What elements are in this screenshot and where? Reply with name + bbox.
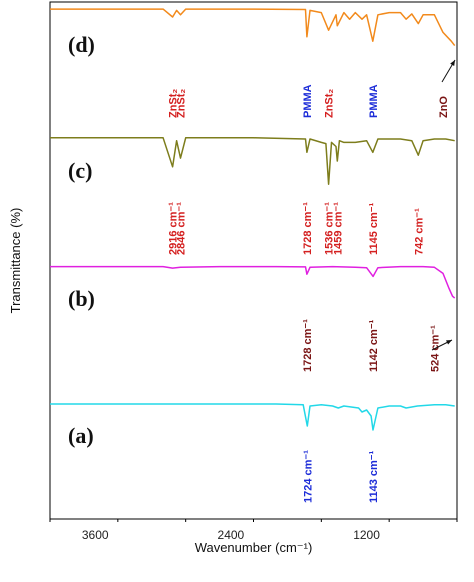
x-tick-label: 2400 [218, 528, 245, 542]
peak-annotation: ZnO [438, 96, 450, 118]
peak-annotation: ZnSt₂ [175, 89, 187, 118]
series-line-a [50, 403, 455, 431]
peak-annotation: 742 cm⁻¹ [413, 208, 425, 255]
peak-annotation: PMMA [368, 84, 380, 118]
peak-524-arrow-head [446, 340, 452, 345]
series-line-b [50, 265, 456, 299]
series-group [50, 8, 456, 431]
peak-annotation: 1728 cm⁻¹ [302, 319, 314, 372]
peak-annotation: 2846 cm⁻¹ [175, 202, 187, 255]
peak-annotation: 1728 cm⁻¹ [302, 202, 314, 255]
plot-frame [49, 1, 458, 520]
peak-annotation: 1142 cm⁻¹ [368, 319, 380, 372]
peak-annotation: 1536 cm⁻¹ [324, 202, 336, 255]
x-ticks: 3600 2400 1200 [49, 519, 458, 542]
series-line-d [50, 8, 456, 47]
peak-annotation: 1724 cm⁻¹ [302, 450, 314, 503]
panel-label: (c) [68, 158, 92, 183]
peak-annotation: PMMA [302, 84, 314, 118]
series-line-c [50, 137, 455, 185]
panel-label: (b) [68, 286, 95, 311]
peak-annotation: ZnSt₂ [324, 89, 336, 118]
peak-annotation: 1143 cm⁻¹ [368, 450, 380, 503]
x-tick-label: 1200 [353, 528, 380, 542]
panel-label: (a) [68, 423, 94, 448]
peak-annotation: 1145 cm⁻¹ [368, 202, 380, 255]
peak-annotation: ZnSt₂ [168, 89, 180, 118]
x-axis-label: Wavenumber (cm⁻¹) [195, 540, 313, 555]
peak-annotation: 1459 cm⁻¹ [332, 202, 344, 255]
zno-arrow-head [450, 60, 455, 66]
y-axis-label: Transmittance (%) [8, 208, 23, 314]
x-tick-label: 3600 [82, 528, 109, 542]
panel-labels: (d) (c) (b) (a) [68, 32, 95, 448]
panel-label: (d) [68, 32, 95, 57]
peak-annotation: 2916 cm⁻¹ [168, 202, 180, 255]
